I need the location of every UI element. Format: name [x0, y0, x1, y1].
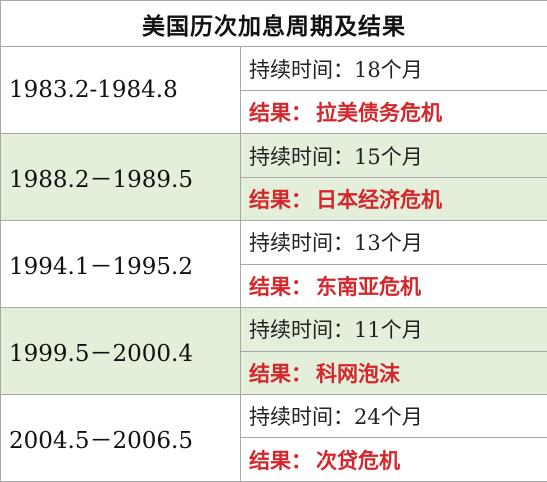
table-row: 结果： 日本经济危机	[1, 176, 547, 222]
duration-cell: 持续时间：24个月	[240, 393, 547, 439]
result-value: 拉美债务危机	[316, 100, 442, 126]
duration-cell: 持续时间：11个月	[240, 307, 547, 352]
duration-cell: 持续时间：15个月	[240, 133, 547, 178]
table-row: 1999.5－2000.4 持续时间：11个月	[0, 307, 547, 395]
result-cell: 结果： 科网泡沫	[240, 350, 547, 395]
period-cell: 1999.5－2000.4	[0, 307, 241, 395]
result-value: 次贷危机	[316, 447, 400, 473]
result-value: 东南亚危机	[316, 273, 421, 299]
result-cell: 结果： 拉美债务危机	[240, 89, 547, 135]
result-label: 结果：	[249, 360, 312, 386]
result-label: 结果：	[249, 273, 312, 299]
table-row: 结果： 东南亚危机	[1, 263, 547, 309]
table-row: 结果： 拉美债务危机	[1, 89, 547, 135]
table-row: 1988.2－1989.5 持续时间：15个月	[0, 133, 547, 222]
result-value: 日本经济危机	[316, 187, 442, 212]
table-row: 2004.5－2006.5 持续时间：24个月	[0, 393, 547, 482]
result-label: 结果：	[249, 187, 312, 212]
result-cell: 结果： 东南亚危机	[240, 263, 547, 309]
period-cell: 1994.1－1995.2	[0, 220, 241, 309]
table-row: 结果： 科网泡沫	[1, 350, 547, 395]
period-cell: 2004.5－2006.5	[0, 393, 241, 482]
result-label: 结果：	[249, 447, 312, 473]
result-label: 结果：	[249, 100, 312, 126]
period-cell: 1983.2-1984.8	[0, 46, 241, 135]
table-row: 1983.2-1984.8 持续时间：18个月	[0, 46, 547, 135]
table-row: 结果： 次贷危机	[1, 437, 547, 482]
table-title: 美国历次加息周期及结果	[0, 0, 547, 48]
table-row: 1994.1－1995.2 持续时间：13个月	[0, 220, 547, 309]
result-cell: 结果： 日本经济危机	[240, 176, 547, 222]
result-value: 科网泡沫	[316, 360, 400, 386]
period-cell: 1988.2－1989.5	[0, 133, 241, 222]
duration-cell: 持续时间：18个月	[240, 46, 547, 91]
duration-cell: 持续时间：13个月	[240, 220, 547, 265]
result-cell: 结果： 次贷危机	[240, 437, 547, 482]
